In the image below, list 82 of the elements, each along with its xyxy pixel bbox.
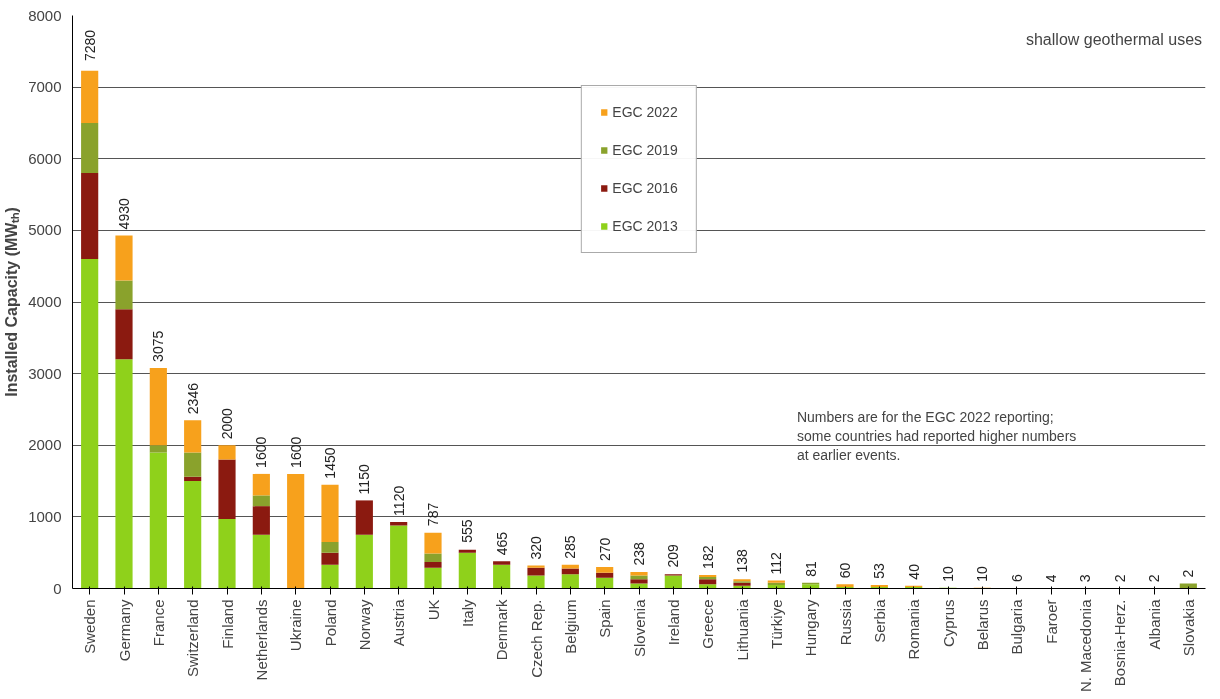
x-tick-label: Faroer [1042, 599, 1060, 644]
annotation: 1120 [390, 485, 407, 516]
x-tick-label: Russia [836, 598, 854, 646]
annotation: 10 [974, 566, 991, 582]
annotation: 787 [425, 502, 441, 527]
x-tick-label: Cyprus [939, 599, 957, 648]
y-tick-label: 0 [53, 579, 62, 597]
x-tick-label: Ireland [664, 599, 682, 646]
annotation: 2 [1111, 574, 1128, 583]
annotation: 238 [631, 541, 647, 566]
x-tick-label: Finland [218, 599, 236, 649]
legend-label: EGC 2016 [612, 180, 678, 196]
annotation: 2000 [219, 407, 235, 440]
annotation: 1600 [287, 436, 304, 468]
annotation: 465 [493, 531, 510, 556]
annotation: 1600 [253, 436, 270, 468]
y-tick-label: 8000 [28, 6, 62, 24]
annotation: shallow geothermal uses [1025, 30, 1203, 48]
annotation: 2 [1146, 574, 1162, 583]
y-tick-label: 4000 [28, 293, 62, 310]
annotation: 60 [837, 562, 853, 579]
annotation: 555 [459, 519, 476, 543]
annotation: 270 [596, 537, 613, 562]
x-tick-label: Sweden [81, 599, 99, 654]
legend-label: EGC 2022 [612, 104, 678, 120]
x-tick-label: Slovenia [630, 598, 648, 658]
x-tick-label: N. Macedonia [1076, 598, 1094, 693]
x-tick-label: Germany [115, 599, 133, 662]
x-tick-label: Greece [699, 599, 717, 649]
x-tick-label: Norway [355, 599, 373, 651]
x-tick-label: Italy [458, 599, 476, 628]
annotation: 3 [1077, 574, 1094, 583]
annotation: 53 [871, 562, 888, 579]
annotation: 112 [768, 551, 785, 575]
x-tick-label: France [149, 599, 167, 647]
x-tick-label: Lithuania [733, 598, 751, 661]
x-tick-label: Bosnia-Herz. [1111, 599, 1129, 687]
annotation: 1150 [356, 464, 373, 495]
annotation: 2 [1180, 569, 1197, 578]
annotation: 285 [562, 535, 579, 559]
y-tick-label: 5000 [28, 221, 62, 239]
x-tick-label: Türkiye [767, 599, 785, 649]
annotation: 209 [665, 543, 682, 568]
x-tick-label: Switzerland [184, 599, 202, 678]
x-tick-label: Albania [1145, 598, 1163, 650]
x-tick-label: Czech Rep. [527, 599, 545, 678]
x-tick-label: Belarus [973, 599, 991, 651]
x-tick-label: Bulgaria [1008, 598, 1026, 655]
x-tick-label: UK [424, 599, 442, 621]
annotation: 182 [699, 545, 716, 569]
y-tick-label: 3000 [28, 364, 62, 382]
annotation: 320 [528, 536, 544, 560]
x-tick-label: Romania [905, 598, 923, 660]
x-tick-label: Austria [390, 598, 408, 647]
annotation: 40 [905, 563, 922, 580]
y-tick-label: 1000 [28, 507, 62, 525]
annotation: Numbers are for the EGC 2022 reporting; some countries had reported higher numbers at earlier events. [796, 408, 1077, 464]
x-tick-label: Hungary [802, 599, 820, 657]
annotation: 3075 [150, 330, 167, 362]
annotation: 4 [1043, 574, 1059, 583]
annotation: 6 [1008, 574, 1025, 583]
x-tick-label: Poland [321, 599, 339, 647]
x-tick-label: Denmark [493, 599, 511, 661]
y-tick-label: 6000 [28, 149, 62, 167]
annotation: 7280 [81, 29, 98, 62]
x-tick-label: Serbia [870, 598, 888, 643]
y-tick-label: 7000 [28, 78, 62, 96]
annotation: 2346 [184, 382, 201, 415]
x-tick-label: Slovakia [1179, 598, 1197, 657]
annotation: 10 [940, 566, 956, 582]
annotation: 81 [802, 560, 819, 577]
annotation: 1450 [322, 447, 338, 479]
x-tick-label: Belgium [561, 599, 579, 654]
legend-label: EGC 2013 [612, 218, 678, 234]
annotation: 138 [734, 549, 750, 573]
annotation: 4930 [116, 198, 132, 230]
x-tick-label: Spain [596, 599, 614, 638]
x-tick-label: Ukraine [287, 599, 305, 652]
legend-label: EGC 2019 [612, 142, 678, 158]
x-tick-label: Netherlands [252, 599, 270, 681]
y-axis-title: Installed Capacity (MWₜₕ) [3, 207, 21, 397]
y-tick-label: 2000 [28, 436, 62, 454]
